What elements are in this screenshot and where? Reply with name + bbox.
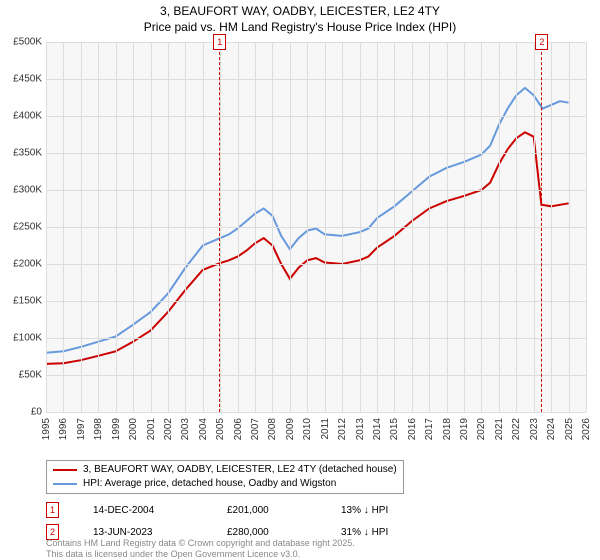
- y-axis-label: £100K: [13, 333, 42, 344]
- x-axis-label: 1999: [111, 418, 122, 440]
- x-axis-label: 2023: [529, 418, 540, 440]
- x-axis-label: 2026: [581, 418, 592, 440]
- chart-container: 3, BEAUFORT WAY, OADBY, LEICESTER, LE2 4…: [0, 0, 600, 560]
- x-axis-label: 2020: [476, 418, 487, 440]
- y-axis-label: £150K: [13, 296, 42, 307]
- x-axis-label: 2022: [511, 418, 522, 440]
- x-axis-label: 1998: [93, 418, 104, 440]
- x-axis-label: 2021: [494, 418, 505, 440]
- x-axis-label: 2004: [198, 418, 209, 440]
- sale-diff: 31% ↓ HPI: [341, 527, 461, 538]
- y-axis-label: £400K: [13, 111, 42, 122]
- x-axis-label: 2011: [320, 418, 331, 440]
- title-address: 3, BEAUFORT WAY, OADBY, LEICESTER, LE2 4…: [0, 4, 600, 20]
- chart-title: 3, BEAUFORT WAY, OADBY, LEICESTER, LE2 4…: [0, 0, 600, 35]
- x-axis-label: 2024: [546, 418, 557, 440]
- y-axis-label: £50K: [19, 370, 42, 381]
- x-axis-label: 1995: [41, 418, 52, 440]
- legend-label: HPI: Average price, detached house, Oadb…: [83, 477, 336, 491]
- legend-box: 3, BEAUFORT WAY, OADBY, LEICESTER, LE2 4…: [46, 460, 404, 494]
- x-axis-label: 2010: [302, 418, 313, 440]
- footer-line: This data is licensed under the Open Gov…: [46, 549, 355, 560]
- legend-section: 3, BEAUFORT WAY, OADBY, LEICESTER, LE2 4…: [46, 460, 586, 546]
- sale-marker: 1: [213, 34, 226, 50]
- legend-item: 3, BEAUFORT WAY, OADBY, LEICESTER, LE2 4…: [53, 463, 397, 477]
- sale-marker: 2: [535, 34, 548, 50]
- x-axis-label: 1996: [58, 418, 69, 440]
- x-axis-label: 2013: [355, 418, 366, 440]
- x-axis-label: 2025: [564, 418, 575, 440]
- title-subtitle: Price paid vs. HM Land Registry's House …: [0, 20, 600, 36]
- footer-line: Contains HM Land Registry data © Crown c…: [46, 538, 355, 549]
- sale-marker-icon: 1: [46, 502, 59, 518]
- sale-date: 13-JUN-2023: [93, 527, 193, 538]
- x-axis-label: 2001: [146, 418, 157, 440]
- x-axis-label: 2006: [233, 418, 244, 440]
- y-axis-label: £500K: [13, 37, 42, 48]
- x-axis-label: 2014: [372, 418, 383, 440]
- footer-attribution: Contains HM Land Registry data © Crown c…: [46, 538, 355, 560]
- x-axis-label: 2019: [459, 418, 470, 440]
- x-axis-label: 1997: [76, 418, 87, 440]
- x-axis-label: 2007: [250, 418, 261, 440]
- plot-area: £0£50K£100K£150K£200K£250K£300K£350K£400…: [46, 42, 586, 412]
- x-axis-label: 2009: [285, 418, 296, 440]
- x-axis-label: 2003: [180, 418, 191, 440]
- sale-row: 1 14-DEC-2004 £201,000 13% ↓ HPI: [46, 502, 586, 518]
- y-axis-label: £300K: [13, 185, 42, 196]
- legend-swatch: [53, 469, 77, 471]
- x-axis-label: 2012: [337, 418, 348, 440]
- y-axis-label: £350K: [13, 148, 42, 159]
- x-axis-label: 2005: [215, 418, 226, 440]
- y-axis-label: £250K: [13, 222, 42, 233]
- sale-diff: 13% ↓ HPI: [341, 505, 461, 516]
- sale-records: 114-DEC-2004£201,00013% ↓ HPI213-JUN-202…: [46, 502, 586, 540]
- legend-label: 3, BEAUFORT WAY, OADBY, LEICESTER, LE2 4…: [83, 463, 397, 477]
- y-axis-label: £450K: [13, 74, 42, 85]
- x-axis-label: 2015: [389, 418, 400, 440]
- y-axis-label: £200K: [13, 259, 42, 270]
- sale-price: £280,000: [227, 527, 307, 538]
- sale-price: £201,000: [227, 505, 307, 516]
- x-axis-label: 2016: [407, 418, 418, 440]
- legend-swatch: [53, 483, 77, 485]
- x-axis-label: 2002: [163, 418, 174, 440]
- legend-item: HPI: Average price, detached house, Oadb…: [53, 477, 397, 491]
- x-axis-label: 2000: [128, 418, 139, 440]
- y-axis-label: £0: [31, 407, 42, 418]
- x-axis-label: 2018: [442, 418, 453, 440]
- sale-date: 14-DEC-2004: [93, 505, 193, 516]
- x-axis-label: 2008: [267, 418, 278, 440]
- x-axis-label: 2017: [424, 418, 435, 440]
